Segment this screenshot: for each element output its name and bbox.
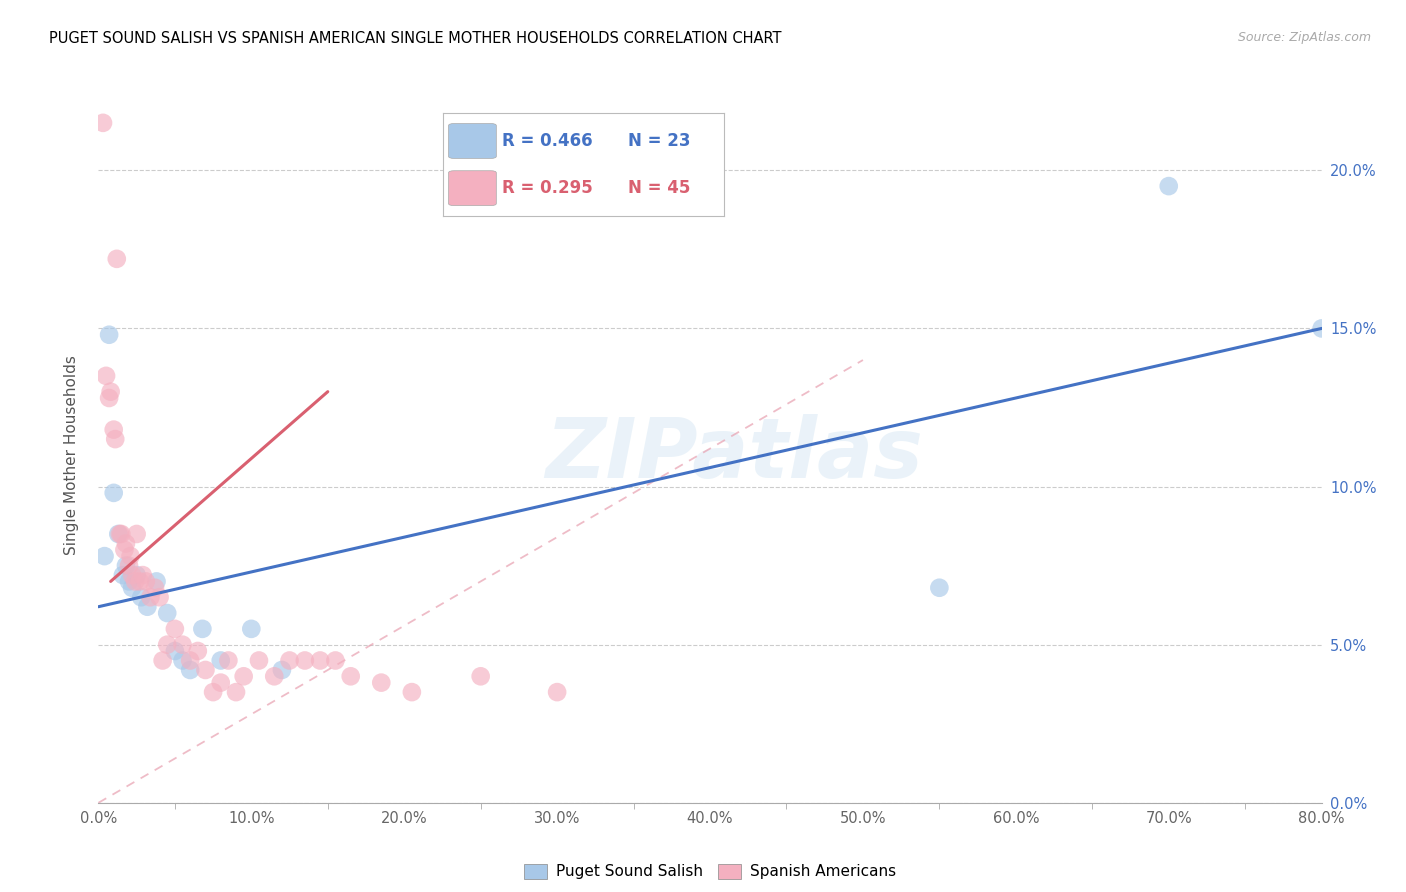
Legend: Puget Sound Salish, Spanish Americans: Puget Sound Salish, Spanish Americans: [517, 858, 903, 886]
Point: [1157, 179, 1180, 194]
Point: [105, 252, 128, 266]
Point: [136, 599, 159, 614]
Point: [294, 653, 316, 667]
Point: [91, 116, 114, 130]
Point: [128, 574, 150, 589]
Point: [100, 384, 122, 399]
Point: [1310, 321, 1333, 335]
Point: [124, 574, 146, 589]
Point: [129, 591, 152, 605]
Point: [103, 486, 125, 500]
Point: [225, 685, 247, 699]
Y-axis label: Single Mother Households: Single Mother Households: [65, 355, 79, 555]
Point: [263, 669, 285, 683]
Point: [232, 669, 254, 683]
Point: [163, 622, 186, 636]
Point: [209, 675, 232, 690]
Point: [401, 685, 423, 699]
Point: [108, 527, 131, 541]
Point: [104, 432, 127, 446]
Point: [132, 568, 155, 582]
Point: [928, 581, 950, 595]
Point: [121, 568, 143, 582]
Point: [179, 653, 201, 667]
Point: [156, 606, 179, 620]
Point: [370, 675, 392, 690]
Text: N = 45: N = 45: [628, 179, 690, 197]
Point: [325, 653, 347, 667]
Point: [156, 638, 179, 652]
Point: [247, 653, 270, 667]
Point: [115, 536, 138, 550]
FancyBboxPatch shape: [449, 124, 496, 159]
Point: [309, 653, 332, 667]
Point: [172, 638, 194, 652]
Point: [187, 644, 209, 658]
Point: [191, 622, 214, 636]
Point: [121, 581, 143, 595]
Point: [110, 527, 132, 541]
Point: [149, 591, 172, 605]
Text: R = 0.466: R = 0.466: [502, 132, 592, 150]
Point: [546, 685, 568, 699]
Point: [98, 391, 121, 405]
Text: R = 0.295: R = 0.295: [502, 179, 593, 197]
FancyBboxPatch shape: [449, 170, 496, 206]
Point: [125, 527, 148, 541]
Point: [209, 653, 232, 667]
Point: [93, 549, 115, 563]
Point: [145, 574, 167, 589]
Point: [278, 653, 301, 667]
Point: [115, 558, 138, 573]
Text: ZIPatlas: ZIPatlas: [546, 415, 924, 495]
Point: [470, 669, 492, 683]
Point: [270, 663, 294, 677]
Point: [125, 568, 148, 582]
Point: [118, 574, 141, 589]
Point: [152, 653, 174, 667]
Point: [103, 423, 125, 437]
Point: [139, 591, 162, 605]
Point: [179, 663, 201, 677]
Point: [111, 568, 134, 582]
Point: [240, 622, 263, 636]
Point: [202, 685, 225, 699]
Point: [107, 527, 129, 541]
Point: [217, 653, 239, 667]
Text: N = 23: N = 23: [628, 132, 690, 150]
Point: [112, 542, 135, 557]
Point: [194, 663, 217, 677]
Point: [163, 644, 186, 658]
Point: [94, 368, 117, 383]
Text: PUGET SOUND SALISH VS SPANISH AMERICAN SINGLE MOTHER HOUSEHOLDS CORRELATION CHAR: PUGET SOUND SALISH VS SPANISH AMERICAN S…: [49, 31, 782, 46]
Point: [118, 558, 141, 573]
Point: [143, 581, 166, 595]
Point: [135, 574, 157, 589]
Point: [98, 327, 121, 342]
Point: [120, 549, 142, 563]
Point: [339, 669, 361, 683]
Text: Source: ZipAtlas.com: Source: ZipAtlas.com: [1237, 31, 1371, 45]
Point: [172, 653, 194, 667]
